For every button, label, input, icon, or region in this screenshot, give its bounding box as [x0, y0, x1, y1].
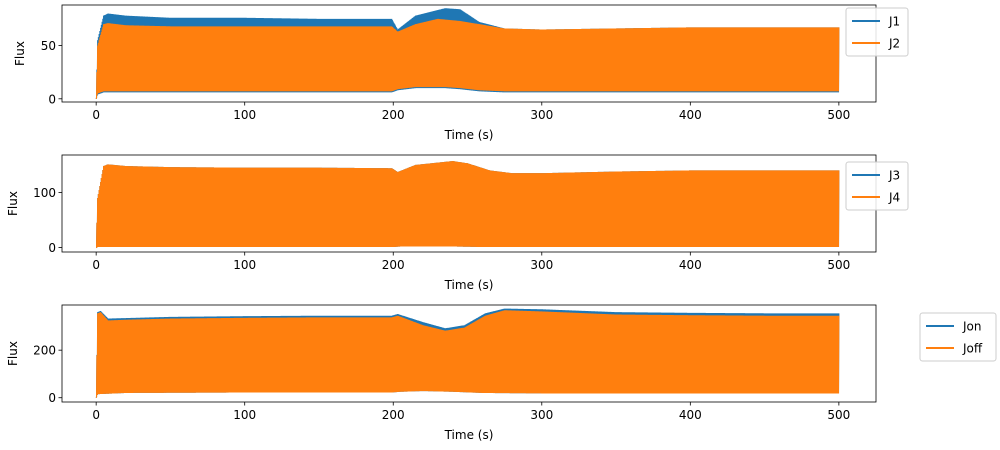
y-axis-label: Flux — [6, 191, 20, 216]
x-tick-label: 400 — [679, 108, 702, 122]
x-tick-label: 300 — [530, 258, 553, 272]
axes-frame — [61, 304, 877, 403]
legend-label-jon: Jon — [962, 320, 982, 334]
series-group — [95, 161, 840, 249]
x-tick-label: 300 — [530, 108, 553, 122]
y-tick-label: 200 — [33, 344, 56, 358]
x-tick-label: 500 — [827, 408, 850, 422]
series-group — [95, 8, 840, 99]
x-tick-label: 500 — [827, 258, 850, 272]
x-tick-label: 100 — [233, 408, 256, 422]
y-tick-label: 0 — [48, 391, 56, 405]
x-tick-label: 200 — [382, 408, 405, 422]
legend-label-j3: J3 — [888, 169, 900, 183]
legend: Jon Joff — [919, 312, 997, 362]
x-axis-label: Time (s) — [444, 278, 494, 292]
x-tick-label: 100 — [233, 108, 256, 122]
legend-label-j2: J2 — [888, 37, 900, 51]
series-group — [95, 308, 840, 398]
x-tick-label: 400 — [679, 258, 702, 272]
x-tick-label: 200 — [382, 108, 405, 122]
x-tick-label: 0 — [92, 108, 100, 122]
legend-label-joff: Joff — [962, 342, 983, 356]
y-axis-label: Flux — [13, 41, 27, 66]
y-axis-label: Flux — [6, 341, 20, 366]
chart-panel-1: 0 100 200 300 400 500 0 50 Time (s) Flux J1 J2 — [13, 4, 909, 142]
x-tick-label: 0 — [92, 408, 100, 422]
series-joff-line — [95, 310, 840, 398]
x-tick-label: 0 — [92, 258, 100, 272]
chart-panel-2: 0 100 200 300 400 500 0 100 Time (s) Flux J3 J4 — [6, 154, 909, 292]
x-axis-label: Time (s) — [444, 128, 494, 142]
x-tick-label: 200 — [382, 258, 405, 272]
y-tick-label: 100 — [33, 186, 56, 200]
legend-frame — [919, 312, 997, 362]
legend: J3 J4 — [845, 161, 909, 211]
series-j4-line — [95, 161, 840, 249]
x-tick-label: 300 — [530, 408, 553, 422]
legend-label-j4: J4 — [888, 191, 900, 205]
x-axis-label: Time (s) — [444, 428, 494, 442]
legend-label-j1: J1 — [888, 15, 900, 29]
chart-panel-3: 0 100 200 300 400 500 0 200 Time (s) Flux Jon Joff — [6, 304, 997, 442]
x-tick-label: 400 — [679, 408, 702, 422]
series-j2-line — [95, 18, 840, 99]
x-tick-label: 500 — [827, 108, 850, 122]
y-tick-label: 0 — [48, 241, 56, 255]
y-tick-label: 50 — [41, 39, 56, 53]
legend: J1 J2 — [845, 7, 909, 57]
x-tick-label: 100 — [233, 258, 256, 272]
y-tick-label: 0 — [48, 92, 56, 106]
